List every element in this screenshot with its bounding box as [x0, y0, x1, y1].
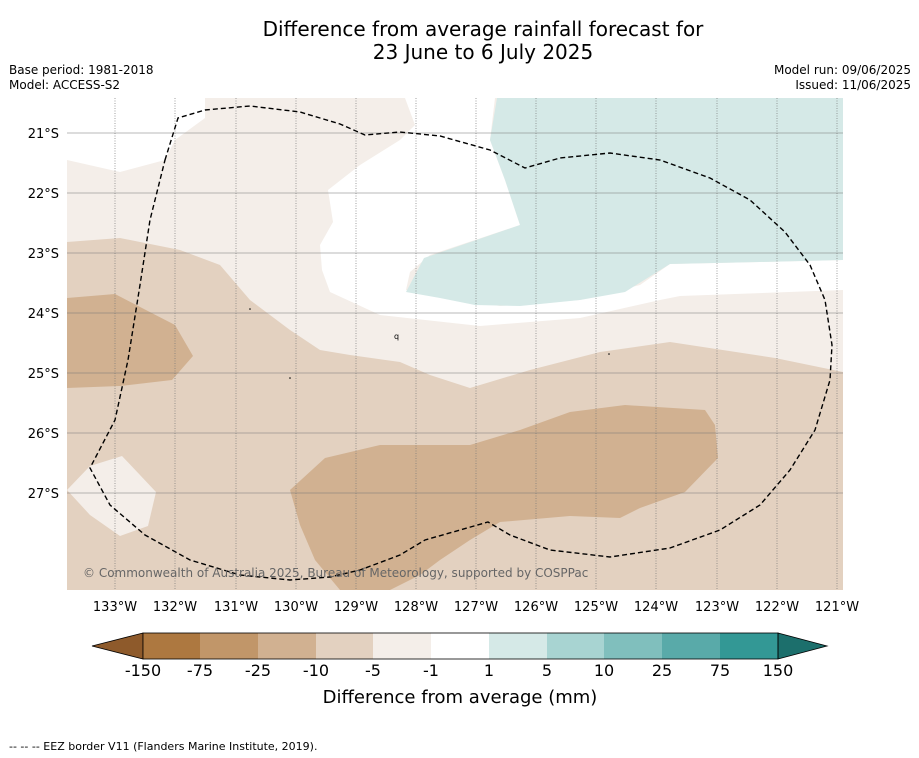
colorbar-segment — [547, 633, 604, 659]
colorbar-segment — [720, 633, 778, 659]
island-dot-2 — [289, 377, 291, 379]
island-dot-3 — [608, 353, 610, 355]
colorbar-tick: -25 — [245, 661, 271, 680]
rainfall-map — [67, 98, 843, 590]
colorbar-segment — [316, 633, 373, 659]
lat-label: 26°S — [28, 427, 59, 442]
lon-label: 125°W — [574, 600, 618, 615]
model-name: Model: ACCESS-S2 — [9, 78, 121, 92]
colorbar-segment — [431, 633, 489, 659]
colorbar-outline — [142, 632, 779, 660]
lon-label: 128°W — [394, 600, 438, 615]
lat-labels: 21°S 22°S 23°S 24°S 25°S 26°S 27°S — [28, 127, 59, 502]
lon-label: 126°W — [514, 600, 558, 615]
region-minus25-minus10-left — [67, 294, 193, 388]
colorbar-tick: -75 — [187, 661, 213, 680]
lat-label: 25°S — [28, 367, 59, 382]
colorbar — [91, 632, 829, 660]
colorbar-tick-labels: -150 -75 -25 -10 -5 -1 1 5 10 25 75 150 — [125, 661, 793, 680]
lat-label: 21°S — [28, 127, 59, 142]
region-minus25-minus10-south — [290, 405, 718, 590]
lon-label: 124°W — [634, 600, 678, 615]
lon-label: 122°W — [755, 600, 799, 615]
colorbar-segment — [604, 633, 662, 659]
colorbar-tick: 10 — [594, 661, 614, 680]
region-white-topleft — [67, 98, 205, 172]
colorbar-segment — [258, 633, 316, 659]
lat-label: 24°S — [28, 307, 59, 322]
model-run: Model run: 09/06/2025 — [773, 63, 911, 77]
grid-lines — [114, 98, 838, 590]
lat-label: 23°S — [28, 247, 59, 262]
lon-labels: 133°W 132°W 131°W 130°W 129°W 128°W 127°… — [93, 600, 859, 615]
colorbar-title: Difference from average (mm) — [323, 687, 598, 708]
island-marker: q — [394, 332, 399, 341]
colorbar-segment — [662, 633, 720, 659]
title-line-1: Difference from average rainfall forecas… — [262, 17, 704, 41]
chart-title: Difference from average rainfall forecas… — [0, 18, 919, 64]
lon-label: 121°W — [815, 600, 859, 615]
lat-label: 27°S — [28, 487, 59, 502]
lon-label: 131°W — [214, 600, 258, 615]
colorbar-segment — [373, 633, 431, 659]
lon-label: 129°W — [334, 600, 378, 615]
region-white-small — [67, 456, 156, 536]
meta-left: Base period: 1981-2018 Model: ACCESS-S2 — [9, 63, 154, 93]
colorbar-segment — [200, 633, 258, 659]
eez-border — [89, 105, 833, 581]
lon-label: 133°W — [93, 600, 137, 615]
region-white-central — [320, 98, 843, 326]
colorbar-arrow-left — [91, 632, 144, 660]
lat-grid-lines — [67, 132, 843, 494]
colorbar-tick: 1 — [484, 661, 494, 680]
lon-label: 132°W — [153, 600, 197, 615]
eez-footnote: -- -- -- EEZ border V11 (Flanders Marine… — [9, 740, 318, 753]
meta-right: Model run: 09/06/2025 Issued: 11/06/2025 — [774, 63, 911, 93]
colorbar-tick: -10 — [303, 661, 329, 680]
issued-date: Issued: 11/06/2025 — [795, 78, 911, 92]
lon-label: 123°W — [695, 600, 739, 615]
colorbar-tick: 5 — [542, 661, 552, 680]
colorbar-segment — [489, 633, 547, 659]
colorbar-tick: 25 — [652, 661, 672, 680]
colorbar-tick: -1 — [423, 661, 439, 680]
colorbar-tick: 75 — [710, 661, 730, 680]
lon-label: 130°W — [274, 600, 318, 615]
colorbar-tick: 150 — [763, 661, 794, 680]
colorbar-tick: -5 — [365, 661, 381, 680]
lon-label: 127°W — [454, 600, 498, 615]
title-line-2: 23 June to 6 July 2025 — [372, 40, 594, 64]
base-period: Base period: 1981-2018 — [9, 63, 154, 77]
colorbar-arrow-right — [777, 632, 829, 660]
island-dot-1 — [249, 308, 251, 310]
lat-label: 22°S — [28, 187, 59, 202]
colorbar-segment — [143, 633, 200, 659]
colorbar-tick: -150 — [125, 661, 161, 680]
region-plus1-plus5 — [406, 98, 843, 306]
copyright: © Commonwealth of Australia 2025, Bureau… — [83, 566, 588, 580]
